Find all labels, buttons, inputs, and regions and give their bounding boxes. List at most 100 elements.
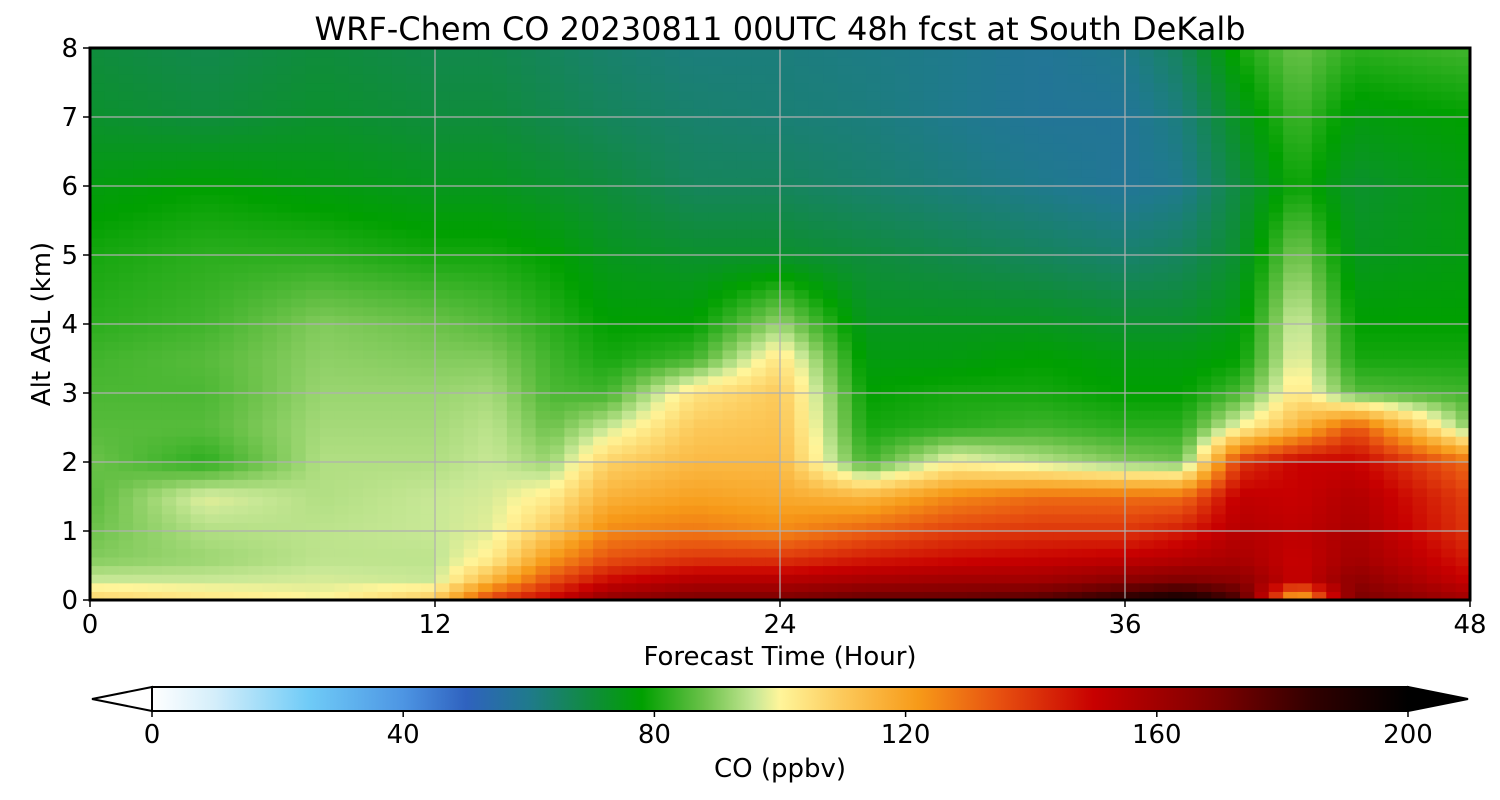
heatmap-cell [420,332,436,342]
heatmap-cell [880,324,896,334]
heatmap-cell [1024,82,1040,92]
heatmap-cell [104,91,120,101]
heatmap-cell [550,298,565,308]
heatmap-cell [866,591,882,601]
heatmap-cell [233,401,249,411]
heatmap-cell [823,487,839,498]
heatmap-cell [550,289,565,299]
heatmap-cell [880,462,896,472]
heatmap-cell [952,298,968,308]
heatmap-cell [693,453,709,463]
heatmap-cell [348,349,364,360]
heatmap-cell [607,91,623,101]
heatmap-cell [435,177,450,187]
heatmap-cell [305,142,321,153]
heatmap-cell [1081,56,1097,66]
heatmap-cell [334,427,350,437]
heatmap-cell [578,436,594,446]
heatmap-cell [463,255,479,265]
heatmap-cell [1168,211,1184,222]
heatmap-cell [564,539,580,549]
heatmap-cell [133,108,149,118]
heatmap-cell [291,160,307,170]
heatmap-cell [1168,531,1184,541]
heatmap-cell [1081,73,1097,84]
heatmap-cell [808,203,824,213]
heatmap-cell [147,125,163,135]
heatmap-cell [995,418,1011,429]
heatmap-cell [435,168,450,178]
heatmap-cell [492,393,508,403]
heatmap-cell [506,194,522,204]
heatmap-cell [161,479,177,489]
heatmap-cell [1153,108,1169,118]
heatmap-cell [133,186,149,196]
heatmap-cell [636,73,652,84]
heatmap-cell [1024,462,1040,472]
heatmap-cell [751,341,767,351]
heatmap-cell [233,280,249,291]
heatmap-cell [823,393,839,403]
heatmap-cell [118,203,134,213]
heatmap-cell [1038,332,1054,342]
heatmap-cell [981,142,997,153]
heatmap-cell [463,194,479,204]
heatmap-cell [866,186,882,196]
heatmap-cell [320,324,335,334]
heatmap-cell [262,522,278,532]
heatmap-cell [377,401,393,411]
heatmap-cell [147,574,163,584]
heatmap-cell [636,539,652,549]
heatmap-cell [679,73,695,84]
heatmap-cell [104,108,120,118]
heatmap-cell [578,556,594,567]
heatmap-cell [305,513,321,523]
heatmap-cell [506,462,522,472]
heatmap-cell [981,444,997,454]
heatmap-cell [866,556,882,567]
heatmap-cell [995,505,1011,515]
heatmap-cell [751,531,767,541]
heatmap-cell [90,73,105,84]
heatmap-cell [147,349,163,360]
heatmap-cell [765,280,781,291]
heatmap-cell [90,151,105,161]
heatmap-cell [650,211,666,222]
heatmap-cell [1139,531,1155,541]
heatmap-cell [406,574,422,584]
heatmap-cell [578,203,594,213]
heatmap-cell [966,367,982,377]
heatmap-cell [1038,591,1054,601]
heatmap-cell [909,280,925,291]
heatmap-cell [1168,125,1184,135]
heatmap-cell [966,134,982,144]
heatmap-cell [808,522,824,532]
heatmap-cell [880,73,896,84]
heatmap-cell [665,246,680,256]
heatmap-cell [391,436,407,446]
heatmap-cell [564,582,580,592]
heatmap-cell [995,168,1011,178]
heatmap-cell [1153,410,1169,420]
heatmap-cell [665,384,680,394]
heatmap-cell [564,349,580,360]
heatmap-cell [90,134,105,144]
heatmap-cell [161,99,177,109]
heatmap-cell [938,591,954,601]
heatmap-cell [866,177,882,187]
heatmap-cell [190,574,206,584]
heatmap-cell [736,272,752,282]
heatmap-cell [564,48,580,58]
heatmap-cell [190,108,206,118]
heatmap-cell [564,73,580,84]
heatmap-cell [550,418,565,429]
heatmap-cell [1038,56,1054,66]
heatmap-cell [233,203,249,213]
heatmap-cell [607,211,623,222]
heatmap-cell [665,194,680,204]
heatmap-cell [679,65,695,75]
heatmap-cell [1196,194,1212,204]
heatmap-cell [780,237,795,247]
heatmap-cell [621,401,637,411]
heatmap-cell [1139,194,1155,204]
